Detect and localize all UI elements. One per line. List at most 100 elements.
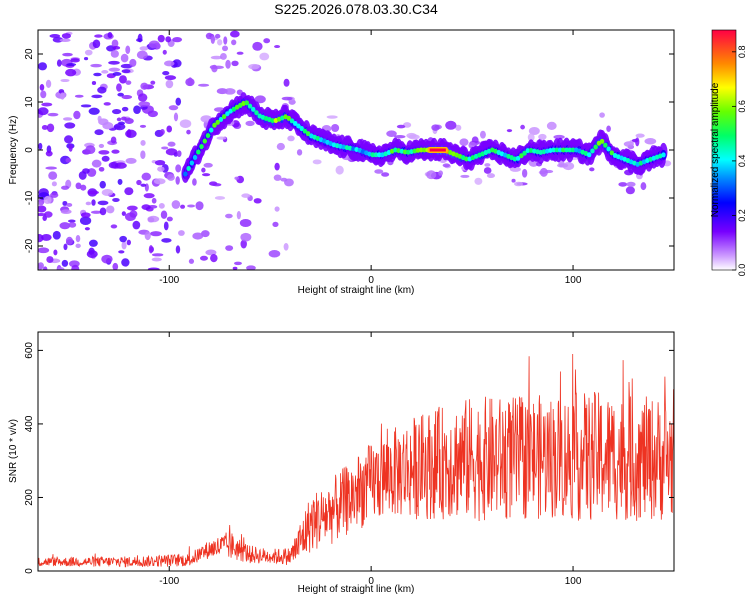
ridge-core <box>183 171 188 177</box>
snr-x-tick-label: -100 <box>159 576 179 587</box>
noise-blob <box>121 211 126 217</box>
noise-blob <box>136 50 148 60</box>
noise-blob <box>75 182 82 190</box>
noise-blob <box>486 173 495 179</box>
noise-blob <box>125 157 137 164</box>
noise-blob <box>107 31 113 39</box>
snr-series-line <box>38 353 674 568</box>
noise-blob <box>126 129 132 138</box>
noise-blob <box>91 199 96 206</box>
ridge-core <box>241 100 246 106</box>
ridge-core <box>270 118 275 124</box>
noise-blob <box>248 63 260 70</box>
noise-blob <box>151 257 162 262</box>
noise-blob <box>118 75 127 84</box>
ridge-core <box>603 142 608 148</box>
noise-blob <box>94 129 104 136</box>
noise-blob <box>259 52 270 61</box>
noise-blob <box>111 149 120 154</box>
ridge-core <box>186 166 191 172</box>
noise-blob <box>158 202 165 209</box>
noise-blob <box>148 245 154 254</box>
ridge-core <box>587 152 592 158</box>
noise-blob <box>129 58 137 67</box>
noise-blob <box>67 219 76 223</box>
noise-blob <box>80 212 91 218</box>
ridge-core <box>596 140 602 146</box>
noise-blob <box>283 242 289 251</box>
noise-blob <box>160 210 168 219</box>
noise-blob <box>140 139 146 146</box>
noise-blob <box>121 69 131 74</box>
noise-blob <box>192 178 197 186</box>
noise-blob <box>201 230 210 238</box>
noise-blob <box>124 187 134 196</box>
noise-blob <box>599 112 605 118</box>
noise-blob <box>45 150 53 157</box>
noise-blob <box>246 265 256 270</box>
noise-blob <box>225 213 233 219</box>
ridge-core <box>189 160 195 166</box>
noise-blob <box>455 124 462 131</box>
noise-blob <box>331 123 340 132</box>
noise-blob <box>108 60 120 65</box>
noise-blob <box>165 79 174 89</box>
noise-blob <box>91 94 103 99</box>
noise-blob <box>539 167 548 177</box>
colorbar-tick-label: 0.6 <box>737 100 747 113</box>
noise-blob <box>75 243 81 249</box>
noise-blob <box>133 105 141 114</box>
noise-blob <box>176 150 182 157</box>
peak-patch <box>429 148 446 152</box>
noise-blob <box>274 162 280 171</box>
noise-blob <box>165 148 178 156</box>
noise-blob <box>635 137 640 147</box>
noise-blob <box>386 130 397 138</box>
noise-blob <box>38 201 43 207</box>
ridge-core <box>254 110 259 116</box>
colorbar-tick-label: 0.8 <box>737 46 747 59</box>
noise-blob <box>66 203 73 207</box>
ridge-core <box>515 155 521 161</box>
spectrogram-x-axis: -100 0 100 <box>159 30 582 286</box>
noise-blob <box>101 254 113 264</box>
noise-blob <box>39 83 45 91</box>
noise-blob <box>147 267 160 270</box>
noise-blob <box>287 135 295 142</box>
ridge-core <box>377 152 382 158</box>
ridge-core <box>590 148 595 154</box>
noise-blob <box>168 105 179 111</box>
noise-blob <box>212 183 222 187</box>
noise-blob <box>92 39 101 49</box>
noise-blob <box>40 90 47 99</box>
ridge-core <box>422 147 427 153</box>
noise-blob <box>618 182 628 187</box>
noise-blob <box>623 141 634 147</box>
noise-blob <box>86 250 98 259</box>
ridge-core <box>199 144 204 150</box>
spectrogram-y-tick-label: 10 <box>24 96 35 108</box>
noise-blob <box>112 197 120 202</box>
noise-blob <box>108 67 121 72</box>
noise-blob <box>644 138 657 145</box>
snr-y-tick-label: 200 <box>24 489 35 506</box>
noise-blob <box>140 183 147 187</box>
noise-blob <box>222 45 229 52</box>
ridge-core <box>567 147 573 153</box>
noise-blob <box>225 59 231 69</box>
noise-blob <box>121 106 129 112</box>
ridge-core <box>609 150 615 156</box>
noise-blob <box>394 135 406 139</box>
noise-blob <box>606 125 611 132</box>
ridge-core <box>218 117 224 123</box>
ridge-core <box>464 156 469 162</box>
noise-blob <box>276 142 285 151</box>
noise-blob <box>224 88 236 95</box>
ridge-core <box>373 152 379 158</box>
noise-blob <box>216 136 227 140</box>
spectrogram-y-tick-label: 0 <box>24 147 35 153</box>
noise-blob <box>459 138 469 146</box>
ridge-core <box>402 149 408 155</box>
ridge-core <box>593 144 598 150</box>
snr-y-label: SNR (10 * v/v) <box>8 419 19 483</box>
